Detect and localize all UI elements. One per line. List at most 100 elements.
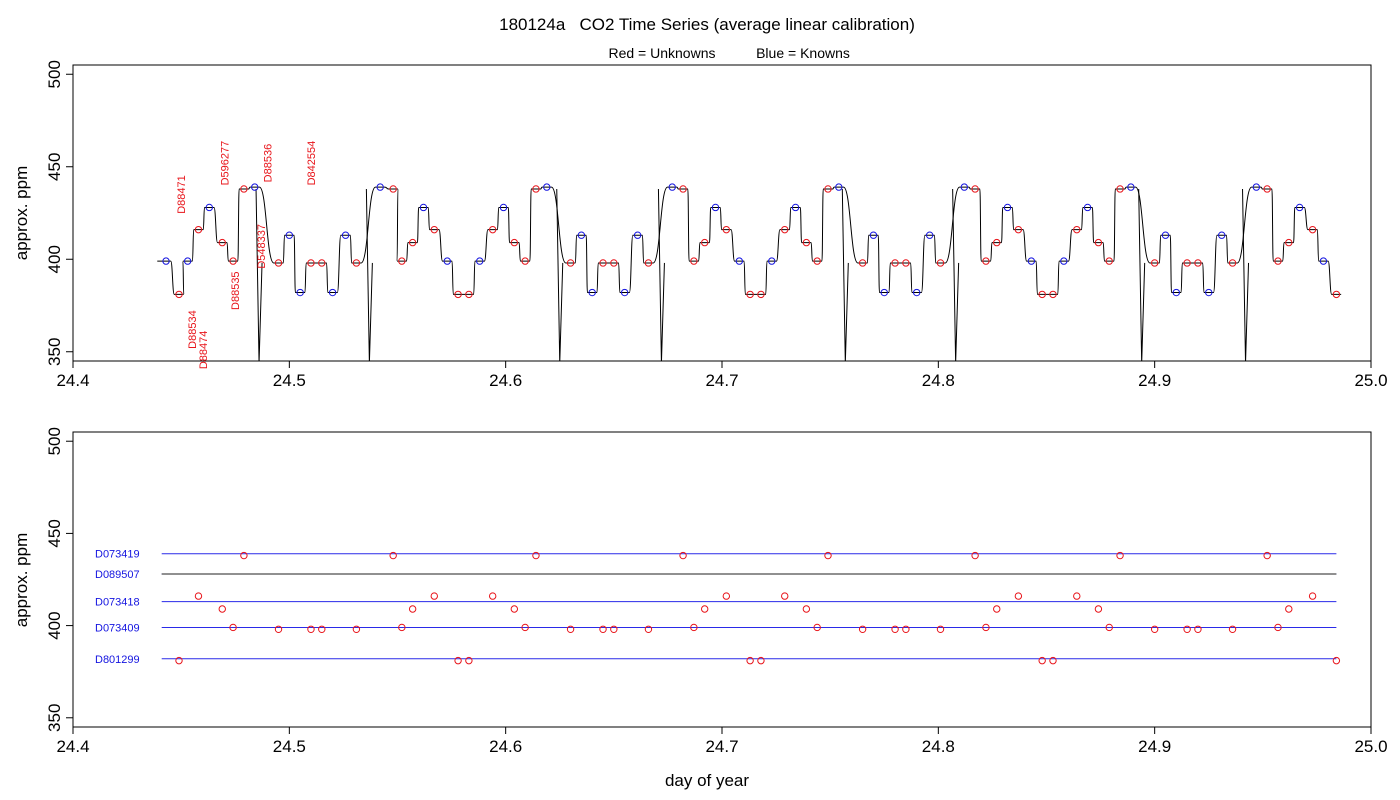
top-unknown-point [679, 185, 687, 193]
bottom-x-tick-label: 24.8 [922, 737, 955, 756]
bottom-unknown-point [307, 625, 315, 633]
bottom-unknown-point [690, 623, 698, 632]
top-unknown-point [802, 238, 811, 247]
bottom-reference-label: D089507 [95, 569, 140, 581]
bottom-x-tick-label: 24.4 [56, 737, 89, 756]
top-unknown-point [1038, 290, 1046, 299]
bottom-reference-label: D073409 [95, 622, 140, 634]
top-y-tick-label: 500 [45, 60, 64, 88]
bottom-unknown-point [781, 592, 789, 600]
top-known-point [1205, 288, 1213, 297]
bottom-unknown-point [1116, 551, 1124, 560]
bottom-unknown-point [1194, 625, 1202, 633]
top-unknown-point [824, 185, 832, 193]
top-known-point [251, 183, 259, 191]
bottom-unknown-point [352, 625, 361, 633]
bottom-reference-label: D801299 [95, 654, 140, 666]
bottom-x-tick-label: 24.7 [705, 737, 738, 756]
bottom-unknown-point [229, 623, 237, 632]
top-unknown-point [240, 185, 248, 193]
bottom-unknown-point [532, 551, 540, 560]
top-known-point [443, 257, 451, 265]
bottom-unknown-point [700, 605, 709, 613]
bottom-unknown-point [599, 625, 607, 633]
top-known-point [668, 183, 676, 191]
top-known-point [376, 183, 384, 191]
top-known-point [183, 257, 192, 265]
bottom-unknown-point [566, 625, 575, 633]
bottom-x-tick-label: 24.6 [489, 737, 522, 756]
top-known-point [476, 257, 484, 265]
top-calibration-spike [556, 188, 564, 361]
top-known-point [735, 257, 744, 265]
top-unknown-point [430, 225, 438, 234]
top-unknown-point [510, 238, 519, 247]
bottom-unknown-point [240, 551, 248, 560]
top-calibration-spike [841, 188, 849, 361]
top-unknown-point [700, 238, 709, 247]
top-unknown-point [274, 259, 283, 267]
bottom-unknown-point [1332, 656, 1341, 665]
bottom-unknown-point [679, 551, 687, 560]
top-unknown-point [229, 257, 237, 265]
top-calibration-spike [952, 188, 960, 361]
top-known-point [341, 231, 350, 239]
top-known-point [791, 203, 800, 212]
top-unknown-point [1105, 257, 1113, 265]
top-known-point [1161, 231, 1170, 239]
top-unknown-point [307, 259, 315, 267]
bottom-unknown-point [1228, 625, 1237, 633]
bottom-unknown-point [274, 625, 283, 633]
top-unknown-point [1049, 290, 1057, 299]
top-known-point [1127, 183, 1135, 191]
top-unknown-point [1183, 259, 1191, 267]
legend-knowns: Blue = Knowns [756, 45, 850, 61]
top-known-point [419, 203, 428, 212]
bottom-y-tick-label: 400 [45, 611, 64, 639]
top-x-tick-label: 24.5 [273, 371, 306, 390]
top-unknown-point [891, 259, 899, 267]
top-known-point [620, 288, 629, 297]
top-unknown-point [1263, 185, 1271, 193]
top-known-point [869, 231, 878, 239]
top-unknown-point [398, 257, 406, 265]
top-unknown-point [993, 238, 1001, 247]
top-x-tick-label: 24.8 [922, 371, 955, 390]
bottom-unknown-point [1073, 592, 1081, 600]
top-unknown-point [175, 290, 183, 299]
top-unknown-point [1014, 225, 1023, 234]
top-sample-id-label: D88474 [198, 331, 210, 370]
top-panel-timeseries: approx. ppm 24.4 24.5 24.6 24.7 24.8 24.9 25.0… [12, 60, 1388, 390]
bottom-unknown-point [408, 605, 417, 613]
top-unknown-point [722, 225, 731, 234]
top-calibration-spike [1242, 188, 1250, 361]
bottom-y-tick-label: 350 [45, 704, 64, 732]
top-unknown-point [532, 185, 540, 193]
bottom-unknown-point [1094, 605, 1103, 613]
bottom-unknown-point [610, 625, 618, 633]
bottom-unknown-point [1183, 625, 1191, 633]
top-known-point [1319, 257, 1328, 265]
bottom-unknown-point [218, 605, 226, 613]
top-calibration-spike [1138, 188, 1146, 361]
top-x-tick-label: 24.6 [489, 371, 522, 390]
bottom-unknown-point [971, 551, 979, 560]
top-known-point [1252, 183, 1261, 191]
top-calibration-spike [657, 188, 665, 361]
top-known-point [1218, 231, 1226, 239]
top-unknown-point [746, 290, 754, 299]
bottom-unknown-point [465, 656, 473, 665]
top-unknown-point [902, 259, 910, 267]
top-calibration-spike [365, 188, 373, 361]
top-known-point [588, 288, 596, 297]
bottom-unknown-point [510, 605, 519, 613]
top-unknown-point [781, 225, 789, 234]
bottom-unknown-point [1308, 592, 1317, 600]
x-axis-label: day of year [665, 771, 749, 790]
top-x-tick-label: 24.4 [56, 371, 89, 390]
bottom-panel-scatter: approx. ppm day of year 24.4 24.5 24.6 24.7… [12, 427, 1388, 790]
top-unknown-point [813, 257, 821, 265]
top-unknown-point [1116, 185, 1124, 193]
bottom-unknown-point [1263, 551, 1271, 560]
top-known-point [577, 231, 586, 239]
